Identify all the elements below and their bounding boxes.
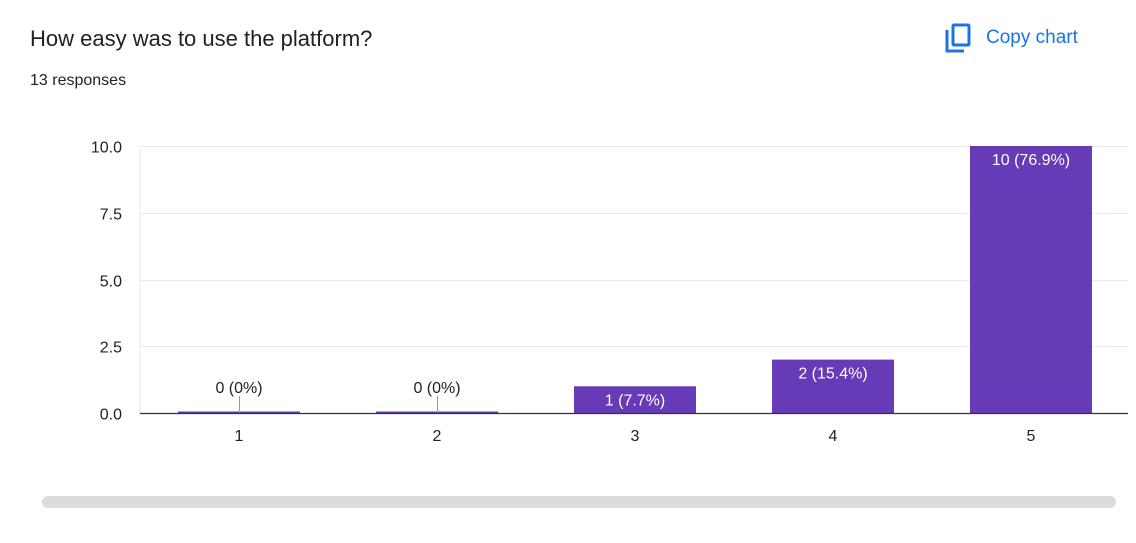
y-tick-label: 2.5 [100, 340, 122, 357]
x-tick-label: 4 [829, 428, 838, 445]
data-labels: 0 (0%) 0 (0%) 1 (7.7%) 2 (15.4%) 10 (76.9%) [215, 152, 1070, 413]
bar-chart: 0.0 2.5 5.0 7.5 10.0 0 (0%) 0 (0%) 1 (7.7%) 2 (… [91, 140, 1128, 445]
y-tick-label: 7.5 [100, 207, 122, 224]
y-axis-ticks: 0.0 2.5 5.0 7.5 10.0 [91, 140, 122, 424]
bar[interactable] [772, 359, 894, 413]
copy-chart-button[interactable]: Copy chart [944, 20, 1078, 56]
bars [178, 146, 1092, 413]
copy-chart-label: Copy chart [986, 27, 1078, 48]
y-tick-label: 0.0 [100, 407, 122, 424]
y-tick-label: 10.0 [91, 140, 122, 157]
x-tick-label: 2 [433, 428, 442, 445]
x-tick-label: 1 [235, 428, 244, 445]
data-label: 1 (7.7%) [605, 392, 665, 409]
bar[interactable] [970, 146, 1092, 413]
x-tick-label: 3 [631, 428, 640, 445]
data-label: 0 (0%) [215, 380, 262, 397]
data-label: 10 (76.9%) [992, 152, 1070, 169]
x-axis-ticks: 1 2 3 4 5 [140, 412, 1128, 445]
gridlines [139, 146, 1128, 413]
y-tick-label: 5.0 [100, 274, 122, 291]
horizontal-scrollbar[interactable] [42, 496, 1116, 508]
data-label: 2 (15.4%) [798, 366, 867, 383]
x-tick-label: 5 [1027, 428, 1036, 445]
copy-icon [944, 22, 972, 54]
response-count: 13 responses [30, 72, 127, 89]
chart-title: How easy was to use the platform? [30, 26, 373, 51]
data-label: 0 (0%) [413, 380, 460, 397]
bar[interactable] [574, 386, 696, 413]
